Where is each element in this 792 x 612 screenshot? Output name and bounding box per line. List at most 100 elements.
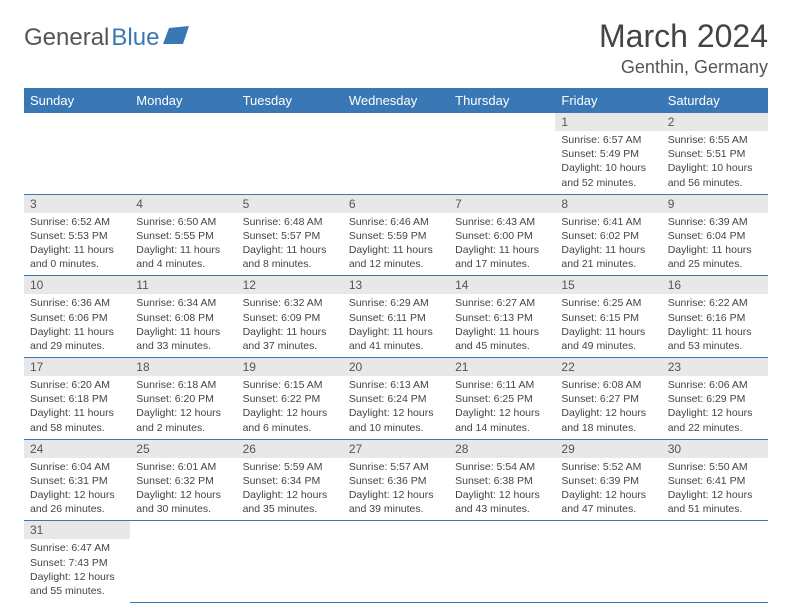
sunrise: Sunrise: 6:55 AM — [668, 133, 762, 147]
day-number: 19 — [237, 358, 343, 376]
calendar-day: 31Sunrise: 6:47 AMSunset: 7:43 PMDayligh… — [24, 521, 130, 602]
day-details: Sunrise: 6:04 AMSunset: 6:31 PMDaylight:… — [24, 458, 130, 521]
daylight: Daylight: 10 hours and 52 minutes. — [561, 161, 655, 189]
day-details: Sunrise: 6:50 AMSunset: 5:55 PMDaylight:… — [130, 213, 236, 276]
sunset: Sunset: 6:22 PM — [243, 392, 337, 406]
weekday-header: Tuesday — [237, 88, 343, 113]
sunset: Sunset: 6:34 PM — [243, 474, 337, 488]
sunset: Sunset: 5:49 PM — [561, 147, 655, 161]
daylight: Daylight: 11 hours and 4 minutes. — [136, 243, 230, 271]
calendar-empty — [130, 113, 236, 194]
sunset: Sunset: 6:41 PM — [668, 474, 762, 488]
day-details: Sunrise: 5:54 AMSunset: 6:38 PMDaylight:… — [449, 458, 555, 521]
day-details: Sunrise: 6:18 AMSunset: 6:20 PMDaylight:… — [130, 376, 236, 439]
day-number: 14 — [449, 276, 555, 294]
daylight: Daylight: 12 hours and 22 minutes. — [668, 406, 762, 434]
calendar-empty — [343, 113, 449, 194]
daylight: Daylight: 11 hours and 49 minutes. — [561, 325, 655, 353]
day-number: 5 — [237, 195, 343, 213]
sunrise: Sunrise: 6:25 AM — [561, 296, 655, 310]
calendar-day: 20Sunrise: 6:13 AMSunset: 6:24 PMDayligh… — [343, 358, 449, 440]
sunrise: Sunrise: 6:52 AM — [30, 215, 124, 229]
day-details: Sunrise: 6:47 AMSunset: 7:43 PMDaylight:… — [24, 539, 130, 602]
weekday-header: Monday — [130, 88, 236, 113]
day-number: 23 — [662, 358, 768, 376]
sunset: Sunset: 7:43 PM — [30, 556, 124, 570]
calendar-day: 29Sunrise: 5:52 AMSunset: 6:39 PMDayligh… — [555, 439, 661, 521]
day-number: 27 — [343, 440, 449, 458]
sunset: Sunset: 6:16 PM — [668, 311, 762, 325]
day-details: Sunrise: 6:55 AMSunset: 5:51 PMDaylight:… — [662, 131, 768, 194]
calendar-empty — [237, 521, 343, 602]
day-details: Sunrise: 5:52 AMSunset: 6:39 PMDaylight:… — [555, 458, 661, 521]
day-number: 30 — [662, 440, 768, 458]
sunrise: Sunrise: 6:06 AM — [668, 378, 762, 392]
daylight: Daylight: 11 hours and 8 minutes. — [243, 243, 337, 271]
sunrise: Sunrise: 5:54 AM — [455, 460, 549, 474]
calendar-day: 23Sunrise: 6:06 AMSunset: 6:29 PMDayligh… — [662, 358, 768, 440]
day-number: 8 — [555, 195, 661, 213]
day-details: Sunrise: 6:15 AMSunset: 6:22 PMDaylight:… — [237, 376, 343, 439]
calendar-header-row: SundayMondayTuesdayWednesdayThursdayFrid… — [24, 88, 768, 113]
day-number: 6 — [343, 195, 449, 213]
calendar-day: 24Sunrise: 6:04 AMSunset: 6:31 PMDayligh… — [24, 439, 130, 521]
day-details: Sunrise: 6:39 AMSunset: 6:04 PMDaylight:… — [662, 213, 768, 276]
day-details: Sunrise: 5:57 AMSunset: 6:36 PMDaylight:… — [343, 458, 449, 521]
daylight: Daylight: 10 hours and 56 minutes. — [668, 161, 762, 189]
day-number: 1 — [555, 113, 661, 131]
calendar-day: 18Sunrise: 6:18 AMSunset: 6:20 PMDayligh… — [130, 358, 236, 440]
sunrise: Sunrise: 6:08 AM — [561, 378, 655, 392]
day-number: 22 — [555, 358, 661, 376]
daylight: Daylight: 12 hours and 30 minutes. — [136, 488, 230, 516]
day-details: Sunrise: 6:52 AMSunset: 5:53 PMDaylight:… — [24, 213, 130, 276]
daylight: Daylight: 11 hours and 21 minutes. — [561, 243, 655, 271]
calendar-empty — [555, 521, 661, 602]
calendar-day: 12Sunrise: 6:32 AMSunset: 6:09 PMDayligh… — [237, 276, 343, 358]
sunrise: Sunrise: 5:59 AM — [243, 460, 337, 474]
calendar-day: 1Sunrise: 6:57 AMSunset: 5:49 PMDaylight… — [555, 113, 661, 194]
day-number: 25 — [130, 440, 236, 458]
sunset: Sunset: 6:24 PM — [349, 392, 443, 406]
header: GeneralBlue March 2024 Genthin, Germany — [24, 18, 768, 78]
calendar-table: SundayMondayTuesdayWednesdayThursdayFrid… — [24, 88, 768, 603]
sunset: Sunset: 6:38 PM — [455, 474, 549, 488]
day-details: Sunrise: 6:29 AMSunset: 6:11 PMDaylight:… — [343, 294, 449, 357]
calendar-day: 25Sunrise: 6:01 AMSunset: 6:32 PMDayligh… — [130, 439, 236, 521]
day-number: 16 — [662, 276, 768, 294]
sunrise: Sunrise: 5:52 AM — [561, 460, 655, 474]
daylight: Daylight: 12 hours and 6 minutes. — [243, 406, 337, 434]
day-number: 20 — [343, 358, 449, 376]
sunset: Sunset: 6:13 PM — [455, 311, 549, 325]
daylight: Daylight: 11 hours and 0 minutes. — [30, 243, 124, 271]
sunset: Sunset: 6:06 PM — [30, 311, 124, 325]
brand-part1: General — [24, 24, 109, 52]
calendar-week: 3Sunrise: 6:52 AMSunset: 5:53 PMDaylight… — [24, 194, 768, 276]
day-number: 7 — [449, 195, 555, 213]
day-number: 28 — [449, 440, 555, 458]
day-details: Sunrise: 6:34 AMSunset: 6:08 PMDaylight:… — [130, 294, 236, 357]
calendar-day: 21Sunrise: 6:11 AMSunset: 6:25 PMDayligh… — [449, 358, 555, 440]
sunrise: Sunrise: 6:46 AM — [349, 215, 443, 229]
daylight: Daylight: 11 hours and 29 minutes. — [30, 325, 124, 353]
day-details: Sunrise: 6:06 AMSunset: 6:29 PMDaylight:… — [662, 376, 768, 439]
daylight: Daylight: 12 hours and 43 minutes. — [455, 488, 549, 516]
day-details: Sunrise: 6:46 AMSunset: 5:59 PMDaylight:… — [343, 213, 449, 276]
sunrise: Sunrise: 6:29 AM — [349, 296, 443, 310]
sunrise: Sunrise: 6:01 AM — [136, 460, 230, 474]
calendar-day: 6Sunrise: 6:46 AMSunset: 5:59 PMDaylight… — [343, 194, 449, 276]
daylight: Daylight: 12 hours and 47 minutes. — [561, 488, 655, 516]
calendar-day: 28Sunrise: 5:54 AMSunset: 6:38 PMDayligh… — [449, 439, 555, 521]
sunrise: Sunrise: 6:41 AM — [561, 215, 655, 229]
sunrise: Sunrise: 6:43 AM — [455, 215, 549, 229]
day-number: 18 — [130, 358, 236, 376]
day-details: Sunrise: 6:32 AMSunset: 6:09 PMDaylight:… — [237, 294, 343, 357]
day-details: Sunrise: 6:41 AMSunset: 6:02 PMDaylight:… — [555, 213, 661, 276]
day-number: 3 — [24, 195, 130, 213]
sunset: Sunset: 6:27 PM — [561, 392, 655, 406]
sunset: Sunset: 6:08 PM — [136, 311, 230, 325]
day-number: 24 — [24, 440, 130, 458]
daylight: Daylight: 11 hours and 37 minutes. — [243, 325, 337, 353]
calendar-week: 31Sunrise: 6:47 AMSunset: 7:43 PMDayligh… — [24, 521, 768, 602]
sunset: Sunset: 5:55 PM — [136, 229, 230, 243]
sunrise: Sunrise: 6:22 AM — [668, 296, 762, 310]
